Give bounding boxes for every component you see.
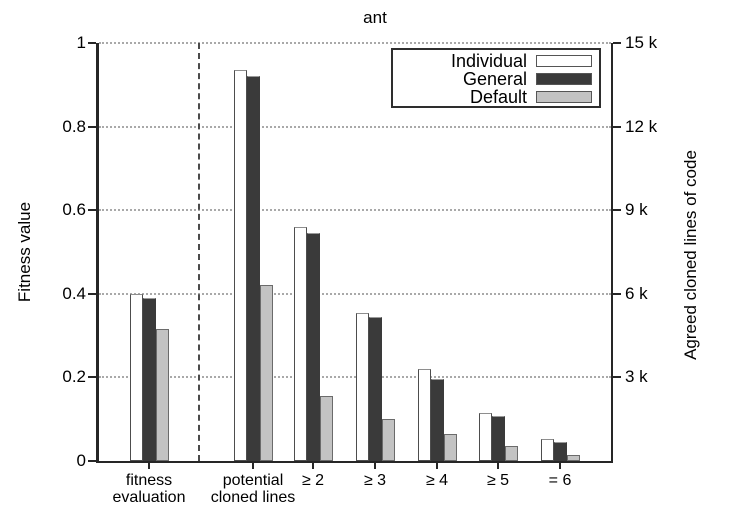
x-axis-tick — [559, 463, 561, 469]
left-axis-tick — [88, 376, 96, 378]
category-separator-line — [198, 43, 200, 461]
legend-item-default: Default — [399, 88, 592, 106]
chart-canvas: ant Fitness value Agreed cloned lines of… — [0, 0, 750, 525]
left-axis-tick-label: 0 — [24, 451, 86, 471]
right-axis-tick — [613, 376, 621, 378]
gridline — [99, 209, 611, 211]
right-axis-tick-label: 3 k — [625, 367, 695, 387]
legend-label: Default — [470, 88, 527, 106]
bar-general-4 — [431, 379, 444, 461]
bar-default-4 — [444, 434, 457, 461]
bar-default-0 — [156, 329, 169, 461]
legend-swatch-general — [536, 73, 592, 85]
right-axis-tick-label: 6 k — [625, 284, 695, 304]
left-axis-tick-label: 0.8 — [24, 117, 86, 137]
bar-individual-0 — [130, 294, 143, 461]
chart-title: ant — [363, 8, 387, 28]
bar-default-3 — [382, 419, 395, 461]
bar-general-0 — [143, 298, 156, 461]
left-axis-tick-label: 0.6 — [24, 200, 86, 220]
left-axis-tick-label: 0.2 — [24, 367, 86, 387]
bar-default-5 — [505, 446, 518, 461]
right-axis-tick — [613, 42, 621, 44]
x-axis-tick — [252, 463, 254, 469]
x-axis-tick — [497, 463, 499, 469]
bar-general-2 — [307, 233, 320, 461]
left-axis-tick — [88, 209, 96, 211]
right-axis-tick — [613, 293, 621, 295]
legend-label: Individual — [451, 52, 527, 70]
bar-general-5 — [492, 416, 505, 461]
left-axis-tick — [88, 460, 96, 462]
legend-label: General — [463, 70, 527, 88]
legend: Individual General Default — [391, 48, 601, 108]
bar-individual-3 — [356, 313, 369, 461]
left-axis-tick — [88, 42, 96, 44]
bar-default-1 — [260, 285, 273, 461]
bar-general-6 — [554, 442, 567, 461]
right-axis-tick-label: 12 k — [625, 117, 695, 137]
x-axis-tick — [312, 463, 314, 469]
x-axis-tick — [436, 463, 438, 469]
left-axis-tick — [88, 126, 96, 128]
bar-individual-1 — [234, 70, 247, 461]
bar-individual-2 — [294, 227, 307, 461]
x-category-label: = 6 — [485, 472, 635, 489]
legend-item-individual: Individual — [399, 52, 592, 70]
bar-individual-5 — [479, 413, 492, 461]
right-axis-label: Agreed cloned lines of code — [681, 150, 701, 360]
legend-swatch-individual — [536, 55, 592, 67]
legend-swatch-default — [536, 91, 592, 103]
bar-individual-4 — [418, 369, 431, 461]
right-axis-tick — [613, 209, 621, 211]
right-axis-tick-label: 15 k — [625, 33, 695, 53]
bar-default-2 — [320, 396, 333, 461]
x-axis-tick — [148, 463, 150, 469]
gridline — [99, 126, 611, 128]
right-axis-tick — [613, 126, 621, 128]
gridline — [99, 42, 611, 44]
gridline — [99, 293, 611, 295]
right-axis-tick-label: 9 k — [625, 200, 695, 220]
left-axis-tick — [88, 293, 96, 295]
left-axis-tick-label: 1 — [24, 33, 86, 53]
x-axis-tick — [374, 463, 376, 469]
bar-default-6 — [567, 455, 580, 461]
left-axis-tick-label: 0.4 — [24, 284, 86, 304]
bar-general-1 — [247, 76, 260, 461]
bar-general-3 — [369, 317, 382, 461]
bar-individual-6 — [541, 439, 554, 461]
legend-item-general: General — [399, 70, 592, 88]
